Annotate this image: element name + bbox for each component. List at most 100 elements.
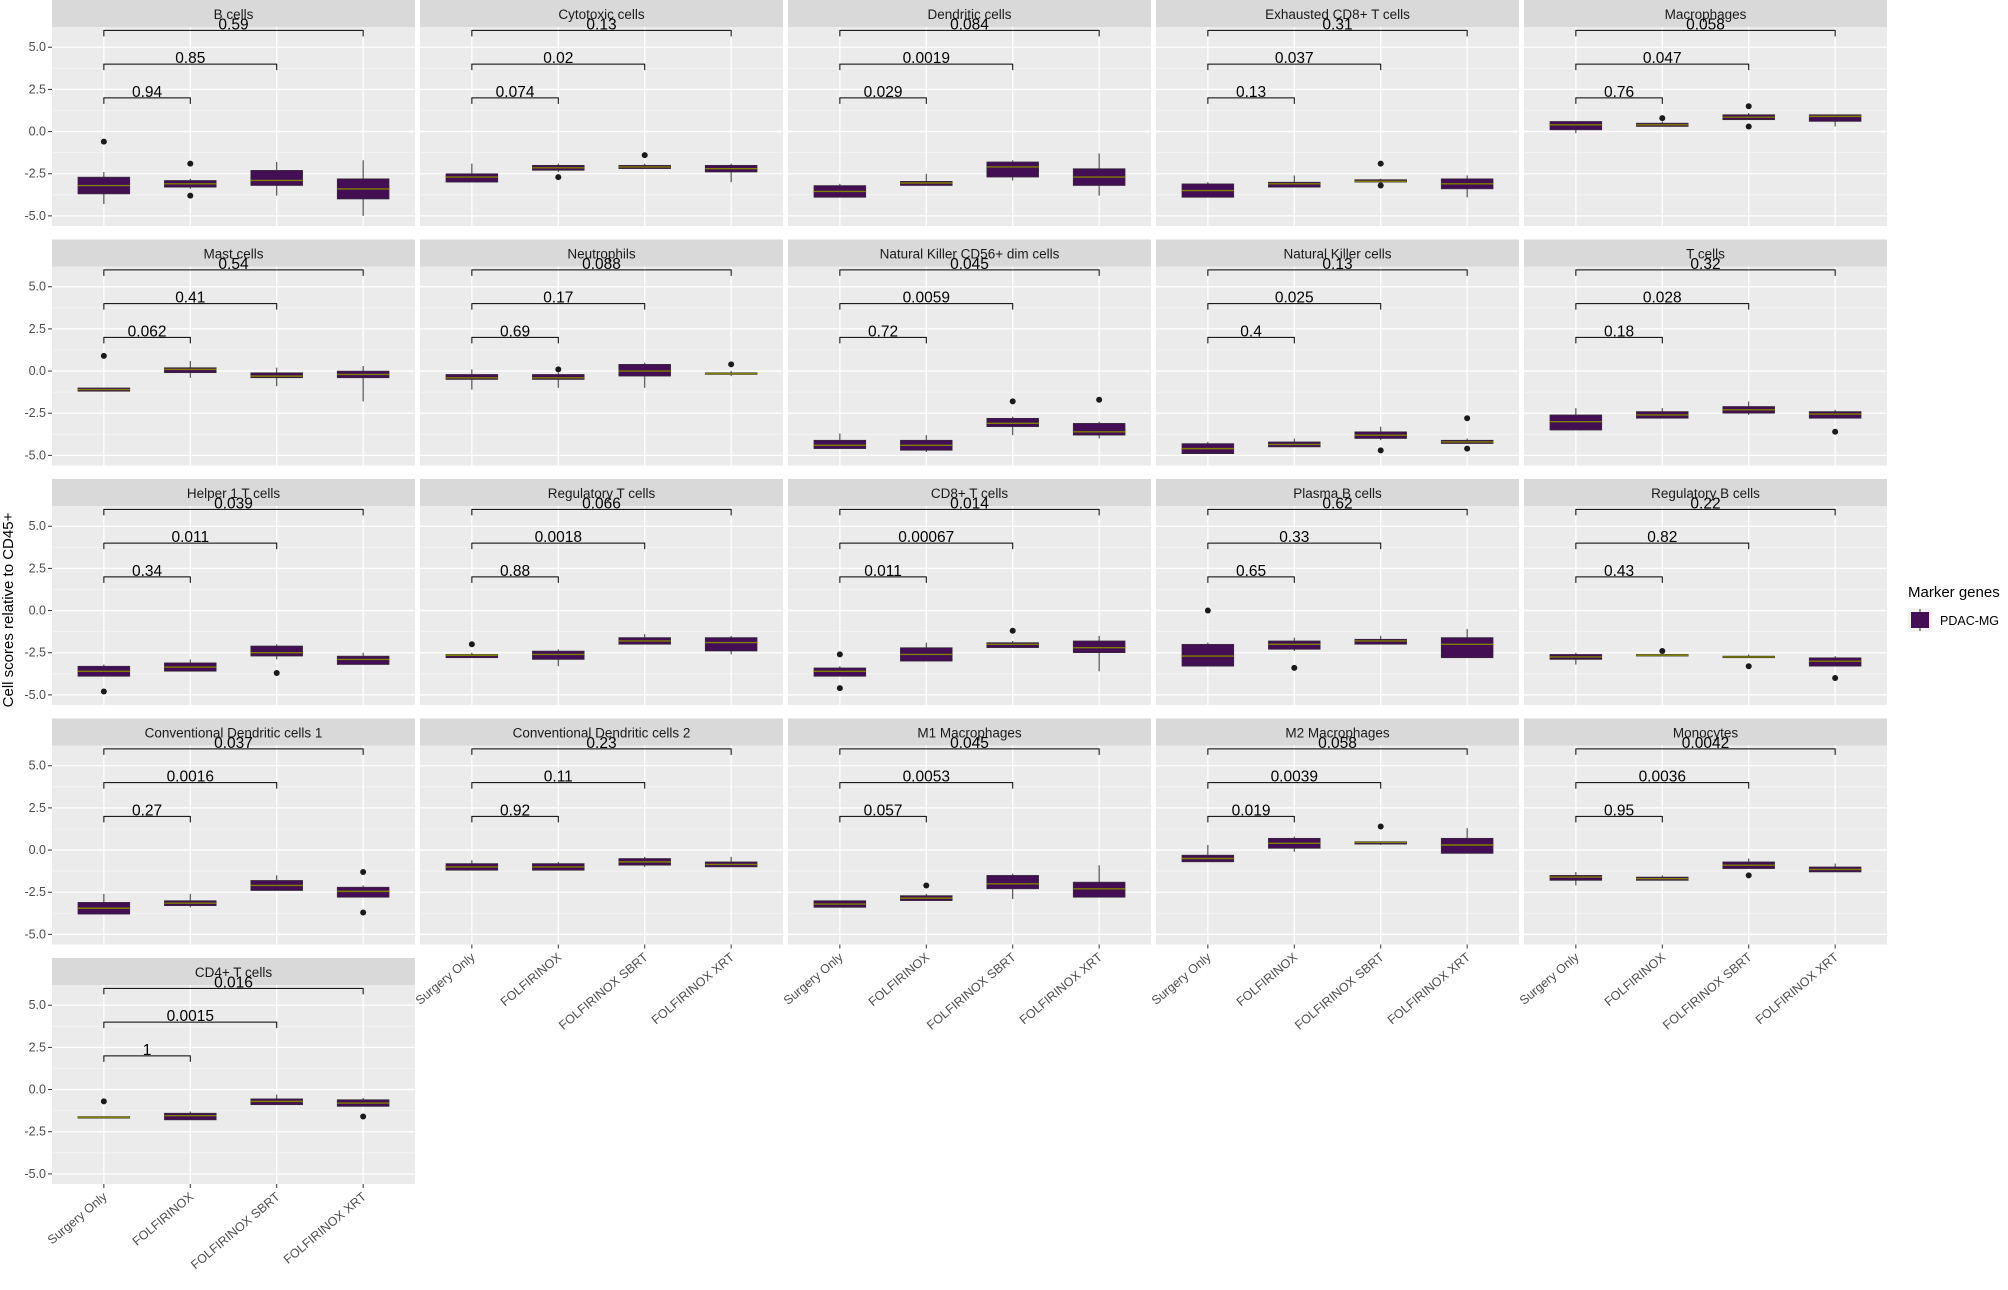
outlier-point	[1659, 648, 1666, 655]
p-value-label: 0.0039	[1271, 769, 1318, 786]
panel-background	[420, 266, 783, 466]
panel-title: Exhausted CD8+ T cells	[1265, 7, 1410, 22]
significance-bracket	[839, 29, 1100, 37]
p-value-label: 0.074	[496, 84, 535, 101]
outlier-point	[1464, 415, 1471, 422]
box	[1072, 423, 1126, 436]
p-value-label: 0.045	[950, 735, 989, 752]
p-value-label: 0.014	[950, 495, 989, 512]
y-tick-label: 5.0	[29, 998, 46, 1012]
panel-strip	[788, 0, 1151, 27]
p-value-label: 0.59	[218, 16, 248, 33]
significance-bracket	[103, 542, 278, 550]
y-tick-label: 2.5	[29, 322, 46, 336]
significance-bracket	[839, 508, 1100, 516]
p-value-label: 0.31	[1322, 16, 1352, 33]
significance-bracket	[471, 97, 559, 104]
p-value-label: 0.22	[1690, 495, 1720, 512]
panel-title: T cells	[1686, 247, 1725, 262]
significance-bracket	[1575, 748, 1836, 755]
y-tick-label: -5.0	[24, 927, 46, 941]
y-tick-label: 2.5	[29, 1040, 46, 1054]
significance-bracket	[471, 508, 732, 516]
p-value-label: 0.0015	[167, 1008, 214, 1025]
outlier-point	[360, 868, 367, 875]
panel-title: Conventional Dendritic cells 1	[145, 726, 323, 741]
y-tick-label: 5.0	[29, 519, 46, 533]
significance-bracket	[471, 576, 559, 583]
panel-strip	[420, 479, 783, 506]
outlier-point	[1832, 675, 1839, 682]
p-value-label: 0.011	[864, 563, 902, 580]
panel-strip	[1524, 479, 1887, 506]
y-tick-label: 0.0	[29, 604, 46, 618]
panel-title: Helper 1 T cells	[187, 486, 281, 501]
outlier-point	[1204, 607, 1211, 614]
significance-bracket	[1575, 97, 1663, 104]
outlier-point	[187, 192, 194, 199]
p-value-label: 0.058	[1686, 16, 1725, 33]
p-value-label: 0.43	[1604, 563, 1634, 580]
box	[1808, 657, 1862, 667]
p-value-label: 0.13	[586, 16, 616, 33]
significance-bracket	[839, 336, 927, 344]
outlier-point	[923, 882, 930, 889]
box	[164, 1112, 217, 1121]
panel: Exhausted CD8+ T cells 0.13 0.037 0.31	[1156, 0, 1519, 226]
significance-bracket	[1207, 782, 1382, 789]
box	[1440, 837, 1494, 854]
significance-bracket	[1207, 815, 1295, 823]
outlier-point	[728, 361, 735, 368]
panel-strip	[1156, 479, 1519, 506]
p-value-label: 0.88	[500, 563, 530, 580]
box	[1268, 640, 1321, 650]
p-value-label: 0.82	[1647, 529, 1677, 546]
outlier-point	[555, 366, 562, 373]
significance-bracket	[103, 29, 364, 37]
significance-bracket	[1207, 29, 1468, 37]
panel-background	[52, 266, 415, 466]
panel-title: Dendritic cells	[927, 7, 1011, 22]
outlier-point	[1745, 103, 1752, 110]
panel: Neutrophils 0.69 0.17 0.088	[420, 239, 783, 466]
significance-bracket	[103, 815, 191, 823]
legend-title: Marker genes	[1908, 584, 2000, 601]
panel-title: Conventional Dendritic cells 2	[513, 726, 691, 741]
panel-strip	[788, 239, 1151, 267]
panel-title: M1 Macrophages	[917, 726, 1022, 741]
box	[1549, 414, 1603, 431]
y-tick-label: 0.0	[29, 1083, 46, 1097]
y-tick-label: 2.5	[29, 82, 46, 96]
p-value-label: 0.0019	[903, 50, 950, 67]
significance-bracket	[471, 269, 732, 276]
panel-background	[420, 506, 783, 705]
significance-bracket	[1207, 508, 1468, 516]
significance-bracket	[471, 815, 559, 823]
panel-strip	[788, 718, 1151, 746]
significance-bracket	[1575, 576, 1663, 583]
p-value-label: 0.0016	[167, 769, 214, 786]
panel-title: Mast cells	[203, 247, 263, 262]
significance-bracket	[1207, 542, 1382, 550]
panel-strip	[1156, 0, 1519, 27]
panel-title: Cytotoxic cells	[558, 7, 645, 22]
significance-bracket	[103, 748, 364, 755]
box	[1072, 881, 1126, 898]
significance-bracket	[1207, 63, 1382, 71]
box	[532, 374, 585, 380]
significance-bracket	[1575, 63, 1750, 71]
significance-bracket	[103, 303, 278, 310]
significance-bracket	[1575, 303, 1750, 310]
significance-bracket	[103, 508, 364, 516]
significance-bracket	[839, 748, 1100, 755]
significance-bracket	[1575, 336, 1663, 344]
y-tick-label: 5.0	[29, 40, 46, 54]
box	[986, 875, 1039, 890]
panel-title: Plasma B cells	[1293, 486, 1382, 501]
box	[1808, 114, 1862, 122]
y-tick-label: 5.0	[29, 280, 46, 294]
panel-strip	[420, 718, 783, 746]
